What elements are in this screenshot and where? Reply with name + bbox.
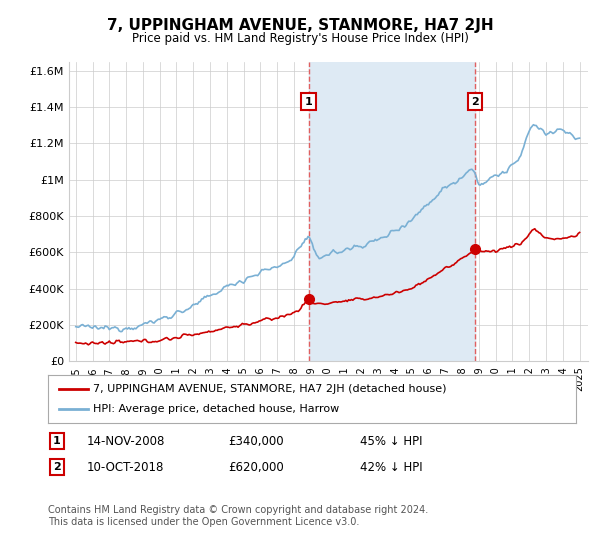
Text: £620,000: £620,000 xyxy=(228,460,284,474)
Text: 10-OCT-2018: 10-OCT-2018 xyxy=(87,460,164,474)
Text: Price paid vs. HM Land Registry's House Price Index (HPI): Price paid vs. HM Land Registry's House … xyxy=(131,32,469,45)
Text: 2: 2 xyxy=(53,462,61,472)
Text: 1: 1 xyxy=(53,436,61,446)
Text: 42% ↓ HPI: 42% ↓ HPI xyxy=(360,460,422,474)
Text: HPI: Average price, detached house, Harrow: HPI: Average price, detached house, Harr… xyxy=(93,404,339,414)
Text: 1: 1 xyxy=(305,96,313,106)
Text: Contains HM Land Registry data © Crown copyright and database right 2024.
This d: Contains HM Land Registry data © Crown c… xyxy=(48,505,428,527)
Text: 7, UPPINGHAM AVENUE, STANMORE, HA7 2JH (detached house): 7, UPPINGHAM AVENUE, STANMORE, HA7 2JH (… xyxy=(93,384,446,394)
Text: 2: 2 xyxy=(471,96,479,106)
Text: 14-NOV-2008: 14-NOV-2008 xyxy=(87,435,166,448)
Text: 45% ↓ HPI: 45% ↓ HPI xyxy=(360,435,422,448)
Bar xyxy=(308,62,475,361)
Text: £340,000: £340,000 xyxy=(228,435,284,448)
Text: 7, UPPINGHAM AVENUE, STANMORE, HA7 2JH: 7, UPPINGHAM AVENUE, STANMORE, HA7 2JH xyxy=(107,18,493,33)
